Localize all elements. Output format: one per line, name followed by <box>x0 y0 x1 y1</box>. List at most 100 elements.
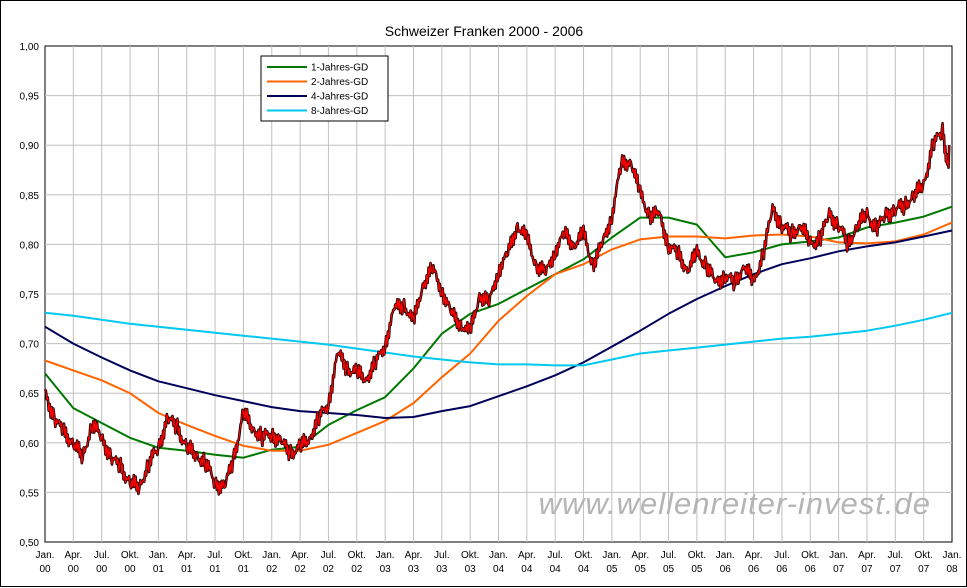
price-line <box>44 122 950 495</box>
x-tick-month: Jan. <box>149 550 168 561</box>
x-tick-month: Jul. <box>434 550 450 561</box>
x-tick-label: Jan. 04 <box>489 550 508 575</box>
x-tick-label: Jan. 05 <box>602 550 621 575</box>
x-tick-month: Apr. <box>64 550 82 561</box>
legend: 1-Jahres-GD 2-Jahres-GD 4-Jahres-GD 8-Jahre… <box>260 55 389 122</box>
y-tick-label: 0,80 <box>20 240 40 251</box>
x-tick-year: 06 <box>776 564 788 575</box>
y-tick-label: 0,65 <box>20 389 40 400</box>
x-tick-label: Jan. 01 <box>149 550 168 575</box>
legend-label: 4-Jahres-GD <box>311 92 368 103</box>
y-tick-label: 0,90 <box>20 141 40 152</box>
x-tick-month: Jul. <box>321 550 337 561</box>
chart-title: Schweizer Franken 2000 - 2006 <box>385 23 584 39</box>
x-tick-year: 00 <box>124 564 136 575</box>
x-tick-label: Jul. 07 <box>888 550 904 575</box>
x-tick-label: Okt. 01 <box>234 550 252 575</box>
y-tick-label: 0,70 <box>20 340 40 351</box>
y-tick-label: 0,75 <box>20 290 40 301</box>
x-tick-label: Okt. 06 <box>801 550 819 575</box>
x-tick-label: Jan. 06 <box>716 550 735 575</box>
x-tick-year: 00 <box>39 564 51 575</box>
x-tick-month: Jan. <box>602 550 621 561</box>
x-tick-label: Okt. 02 <box>348 550 366 575</box>
x-tick-month: Apr. <box>631 550 649 561</box>
x-tick-year: 04 <box>550 564 562 575</box>
x-tick-month: Jul. <box>774 550 790 561</box>
x-tick-year: 01 <box>238 564 250 575</box>
x-tick-month: Apr. <box>178 550 196 561</box>
x-tick-label: Okt. 05 <box>688 550 706 575</box>
x-tick-year: 03 <box>436 564 448 575</box>
x-tick-month: Apr. <box>405 550 423 561</box>
x-tick-month: Jul. <box>547 550 563 561</box>
x-tick-label: Okt. 03 <box>461 550 479 575</box>
x-tick-year: 00 <box>68 564 80 575</box>
y-tick-label: 1,00 <box>20 42 40 53</box>
x-tick-label: Jan. 08 <box>943 550 962 575</box>
x-tick-year: 04 <box>521 564 533 575</box>
x-tick-month: Okt. <box>121 550 139 561</box>
x-tick-label: Apr. 01 <box>178 550 196 575</box>
x-tick-month: Jul. <box>661 550 677 561</box>
x-tick-month: Okt. <box>574 550 592 561</box>
x-tick-month: Jan. <box>829 550 848 561</box>
x-tick-month: Jan. <box>489 550 508 561</box>
x-tick-label: Jul. 02 <box>321 550 337 575</box>
x-tick-year: 05 <box>691 564 703 575</box>
x-tick-year: 06 <box>720 564 732 575</box>
x-tick-label: Apr. 06 <box>745 550 763 575</box>
x-tick-label: Apr. 02 <box>291 550 309 575</box>
x-tick-month: Okt. <box>914 550 932 561</box>
x-tick-label: Jul. 06 <box>774 550 790 575</box>
x-tick-year: 02 <box>295 564 307 575</box>
x-tick-month: Jan. <box>262 550 281 561</box>
x-tick-year: 07 <box>861 564 873 575</box>
x-tick-year: 01 <box>210 564 222 575</box>
y-tick-label: 0,85 <box>20 191 40 202</box>
watermark: www.wellenreiter-invest.de <box>539 486 931 521</box>
x-tick-month: Okt. <box>801 550 819 561</box>
x-tick-month: Jul. <box>888 550 904 561</box>
y-tick-label: 0,60 <box>20 439 40 450</box>
legend-label: 8-Jahres-GD <box>311 106 368 117</box>
series-line-4-jahres-gd <box>44 229 953 419</box>
y-axis-tick-labels: 0,50 0,55 0,60 0,65 0,70 0,75 0,80 0,85 0,90 0,95… <box>20 42 40 549</box>
x-tick-year: 02 <box>351 564 363 575</box>
x-tick-year: 04 <box>493 564 505 575</box>
x-tick-year: 03 <box>408 564 420 575</box>
legend-label: 1-Jahres-GD <box>311 63 368 74</box>
x-tick-month: Okt. <box>234 550 252 561</box>
x-tick-label: Jan. 07 <box>829 550 848 575</box>
x-tick-year: 07 <box>918 564 930 575</box>
x-tick-year: 04 <box>578 564 590 575</box>
price-series <box>43 122 951 496</box>
x-tick-month: Jan. <box>943 550 962 561</box>
x-tick-month: Jul. <box>207 550 223 561</box>
x-tick-label: Okt. 07 <box>914 550 932 575</box>
x-tick-month: Okt. <box>348 550 366 561</box>
x-tick-label: Jul. 00 <box>94 550 110 575</box>
x-tick-month: Jan. <box>376 550 395 561</box>
x-tick-label: Apr. 04 <box>518 550 536 575</box>
x-tick-year: 06 <box>805 564 817 575</box>
x-tick-month: Jan. <box>716 550 735 561</box>
legend-label: 2-Jahres-GD <box>311 77 368 88</box>
x-tick-year: 01 <box>181 564 193 575</box>
x-tick-month: Jul. <box>94 550 110 561</box>
series-line-8-jahres-gd <box>44 311 953 367</box>
x-tick-label: Okt. 04 <box>574 550 592 575</box>
x-tick-label: Jul. 03 <box>434 550 450 575</box>
x-tick-label: Apr. 03 <box>405 550 423 575</box>
x-tick-year: 05 <box>635 564 647 575</box>
x-tick-year: 08 <box>946 564 958 575</box>
x-tick-label: Jul. 01 <box>207 550 223 575</box>
x-tick-label: Jan. 02 <box>262 550 281 575</box>
x-tick-label: Apr. 00 <box>64 550 82 575</box>
x-tick-month: Okt. <box>461 550 479 561</box>
x-tick-year: 05 <box>663 564 675 575</box>
x-tick-year: 05 <box>606 564 618 575</box>
